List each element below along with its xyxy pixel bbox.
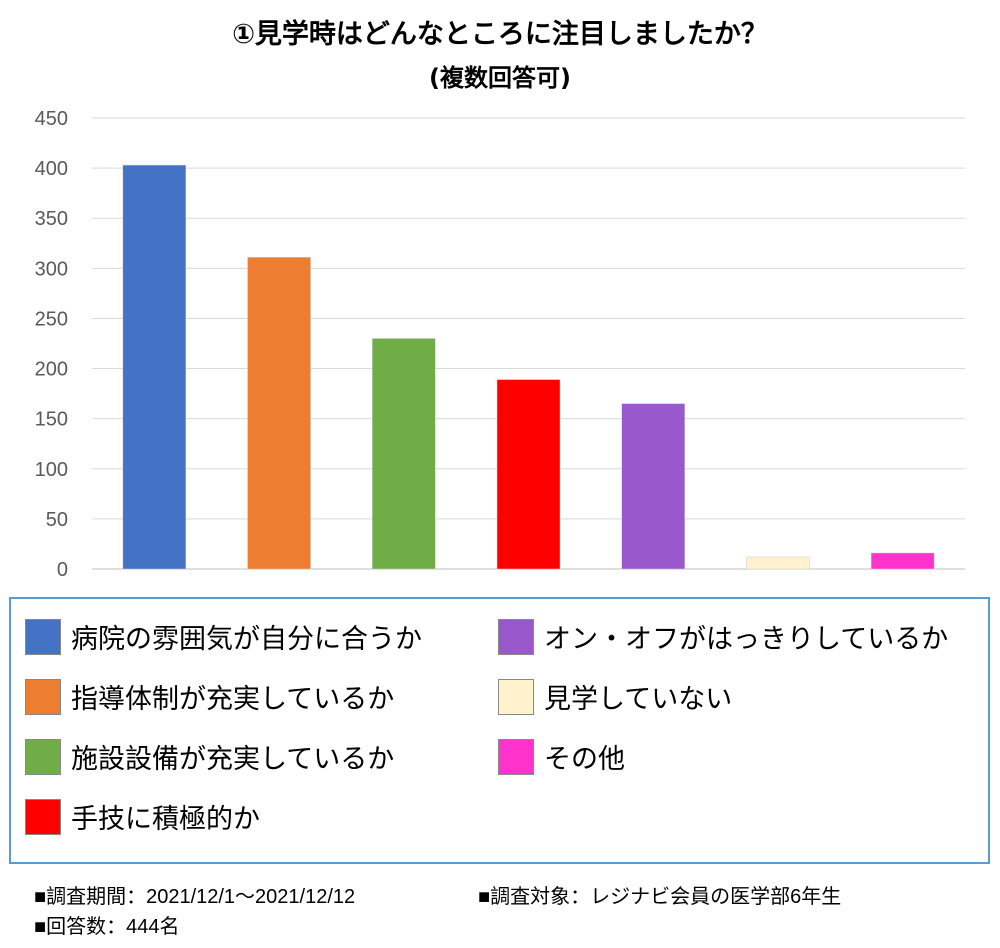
legend-item: その他 bbox=[498, 737, 625, 776]
y-tick-label: 200 bbox=[35, 359, 68, 381]
survey-period: ■調査期間：2021/12/1～2021/12/12 bbox=[34, 886, 356, 908]
y-tick-label: 50 bbox=[46, 509, 68, 531]
legend-label: オン・オフがはっきりしているか bbox=[544, 624, 949, 655]
y-tick-label: 450 bbox=[35, 108, 68, 130]
legend-swatch bbox=[25, 678, 61, 715]
legend-label: その他 bbox=[544, 744, 625, 775]
bar-6 bbox=[746, 556, 810, 570]
legend-item: 見学していない bbox=[498, 677, 732, 716]
legend-label: 手技に積極的か bbox=[71, 804, 260, 835]
plot-area: 0 50 100 150 200 250 300 350 400 450 bbox=[35, 108, 965, 581]
legend-label: 見学していない bbox=[544, 684, 733, 715]
legend-item: 施設設備が充実しているか bbox=[25, 737, 394, 776]
survey-target: ■調査対象：レジナビ会員の医学部6年生 bbox=[478, 886, 842, 908]
legend-item: 手技に積極的か bbox=[25, 797, 260, 836]
legend-swatch bbox=[498, 618, 534, 655]
response-count: ■回答数：444名 bbox=[34, 916, 180, 938]
legend-label: 施設設備が充実しているか bbox=[71, 744, 395, 775]
bar-3 bbox=[372, 338, 436, 570]
bar-1 bbox=[122, 164, 187, 570]
legend-item: 病院の雰囲気が自分に合うか bbox=[25, 617, 422, 656]
legend-label: 病院の雰囲気が自分に合うか bbox=[71, 624, 422, 655]
bar-7 bbox=[870, 552, 935, 570]
legend-label: 指導体制が充実しているか bbox=[71, 684, 395, 715]
legend-swatch bbox=[25, 738, 61, 775]
y-tick-label: 250 bbox=[35, 308, 68, 330]
bar-2 bbox=[247, 257, 311, 570]
y-tick-label: 100 bbox=[35, 459, 68, 481]
y-tick-label: 0 bbox=[57, 559, 68, 581]
legend-swatch bbox=[498, 738, 534, 775]
chart-subtitle: (複数回答可) bbox=[429, 64, 571, 92]
y-tick-label: 400 bbox=[35, 158, 68, 180]
bar-5 bbox=[621, 403, 685, 570]
legend-swatch bbox=[25, 798, 61, 835]
legend-item: 指導体制が充実しているか bbox=[25, 677, 394, 716]
y-tick-label: 300 bbox=[35, 258, 68, 280]
legend: 病院の雰囲気が自分に合うか 指導体制が充実しているか 施設設備が充実しているか 手技に… bbox=[9, 597, 990, 864]
chart-title: ①見学時はどんなところに注目しましたか？ bbox=[232, 19, 768, 50]
bar-4 bbox=[496, 379, 561, 570]
legend-item: オン・オフがはっきりしているか bbox=[498, 617, 948, 656]
y-tick-label: 150 bbox=[35, 409, 68, 431]
y-tick-label: 350 bbox=[35, 208, 68, 230]
legend-swatch bbox=[25, 618, 61, 655]
legend-swatch bbox=[498, 678, 534, 715]
